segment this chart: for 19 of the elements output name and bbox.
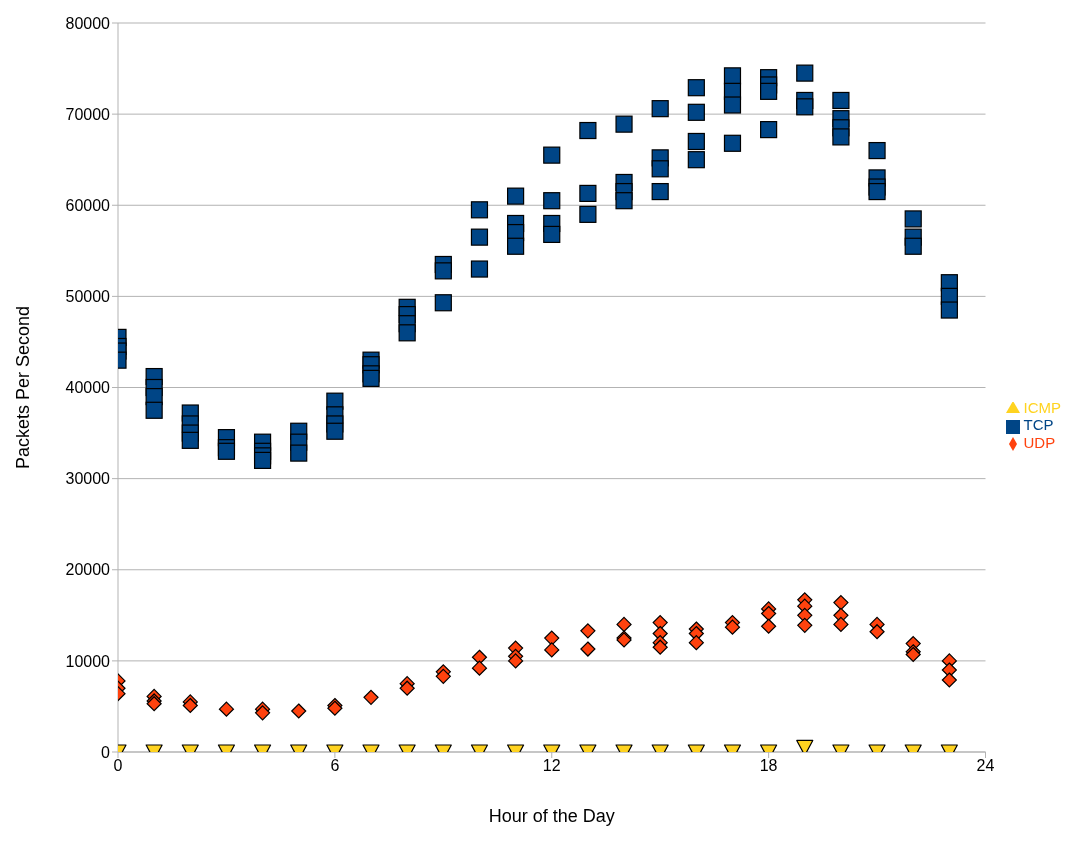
x-axis-title: Hour of the Day: [488, 806, 615, 826]
x-tick-label: 18: [759, 757, 778, 775]
y-tick-label: 50000: [65, 288, 111, 306]
x-tick-label: 0: [113, 757, 123, 775]
y-tick-label: 10000: [65, 652, 111, 670]
y-tick-label: 70000: [65, 105, 111, 123]
y-tick-label: 40000: [65, 379, 111, 397]
x-tick-label: 12: [542, 757, 561, 775]
legend-label: TCP: [1023, 416, 1054, 434]
y-axis-title: Packets Per Second: [13, 305, 34, 470]
y-tick-label: 80000: [65, 14, 111, 32]
y-tick-label: 60000: [65, 196, 111, 214]
x-tick-label: 24: [976, 757, 995, 775]
legend-label: UDP: [1023, 433, 1056, 451]
x-tick-label: 6: [330, 757, 340, 775]
legend-label: ICMP: [1023, 399, 1061, 417]
y-tick-label: 20000: [65, 561, 111, 579]
y-tick-label: 0: [101, 743, 111, 761]
y-tick-label: 30000: [65, 470, 111, 488]
